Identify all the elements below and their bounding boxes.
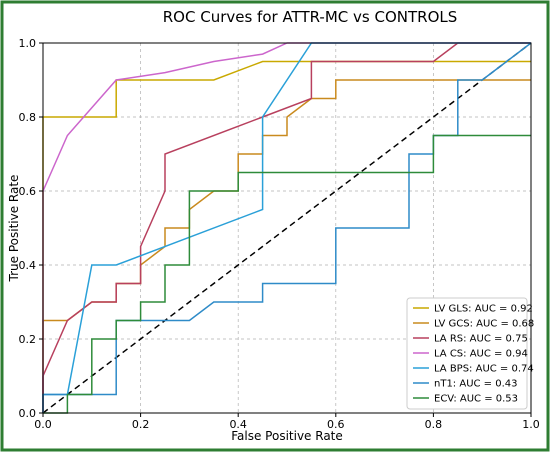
x-tick-label: 0.8 xyxy=(425,418,443,431)
series-line-7 xyxy=(43,134,531,414)
legend-entry-label: LA RS: AUC = 0.75 xyxy=(434,334,528,345)
y-tick-label: 0.8 xyxy=(19,111,37,124)
x-tick-label: 1.0 xyxy=(522,418,540,431)
legend: LV GLS: AUC = 0.92 LV GCS: AUC = 0.68 LA R… xyxy=(406,297,534,410)
x-tick-label: 0.4 xyxy=(229,418,247,431)
y-tick-label: 0.6 xyxy=(19,185,37,198)
y-tick-label: 0.0 xyxy=(19,407,37,420)
legend-entry-label: ECV: AUC = 0.53 xyxy=(434,394,518,405)
legend-entry-label: LV GCS: AUC = 0.68 xyxy=(434,319,534,330)
series-line-3 xyxy=(42,42,531,413)
axis-ticks: 0.0 0.2 0.4 0.6 0.8 1.0 0.0 0.2 0.4 0.6 0.8 1.0 xyxy=(19,37,540,431)
y-tick-label: 0.4 xyxy=(19,259,37,272)
legend-entry-label: LA BPS: AUC = 0.74 xyxy=(434,364,534,375)
legend-entry-label: nT1: AUC = 0.43 xyxy=(434,379,518,390)
chance-line xyxy=(42,42,532,414)
x-axis-label: False Positive Rate xyxy=(231,429,343,443)
legend-box xyxy=(406,297,528,410)
plot-area xyxy=(42,42,532,414)
y-axis-label: True Positive Rate xyxy=(7,175,21,283)
legend-entry-label: LV GLS: AUC = 0.92 xyxy=(434,304,533,315)
x-tick-label: 0.0 xyxy=(34,418,52,431)
x-tick-label: 0.6 xyxy=(327,418,345,431)
y-tick-label: 0.2 xyxy=(19,333,37,346)
series-line-4 xyxy=(42,42,531,413)
legend-entry-label: LA CS: AUC = 0.94 xyxy=(434,349,528,360)
diagonal-reference xyxy=(42,42,532,414)
chart-title: ROC Curves for ATTR-MC vs CONTROLS xyxy=(163,8,458,26)
y-tick-label: 1.0 xyxy=(19,37,37,50)
x-tick-label: 0.2 xyxy=(132,418,150,431)
